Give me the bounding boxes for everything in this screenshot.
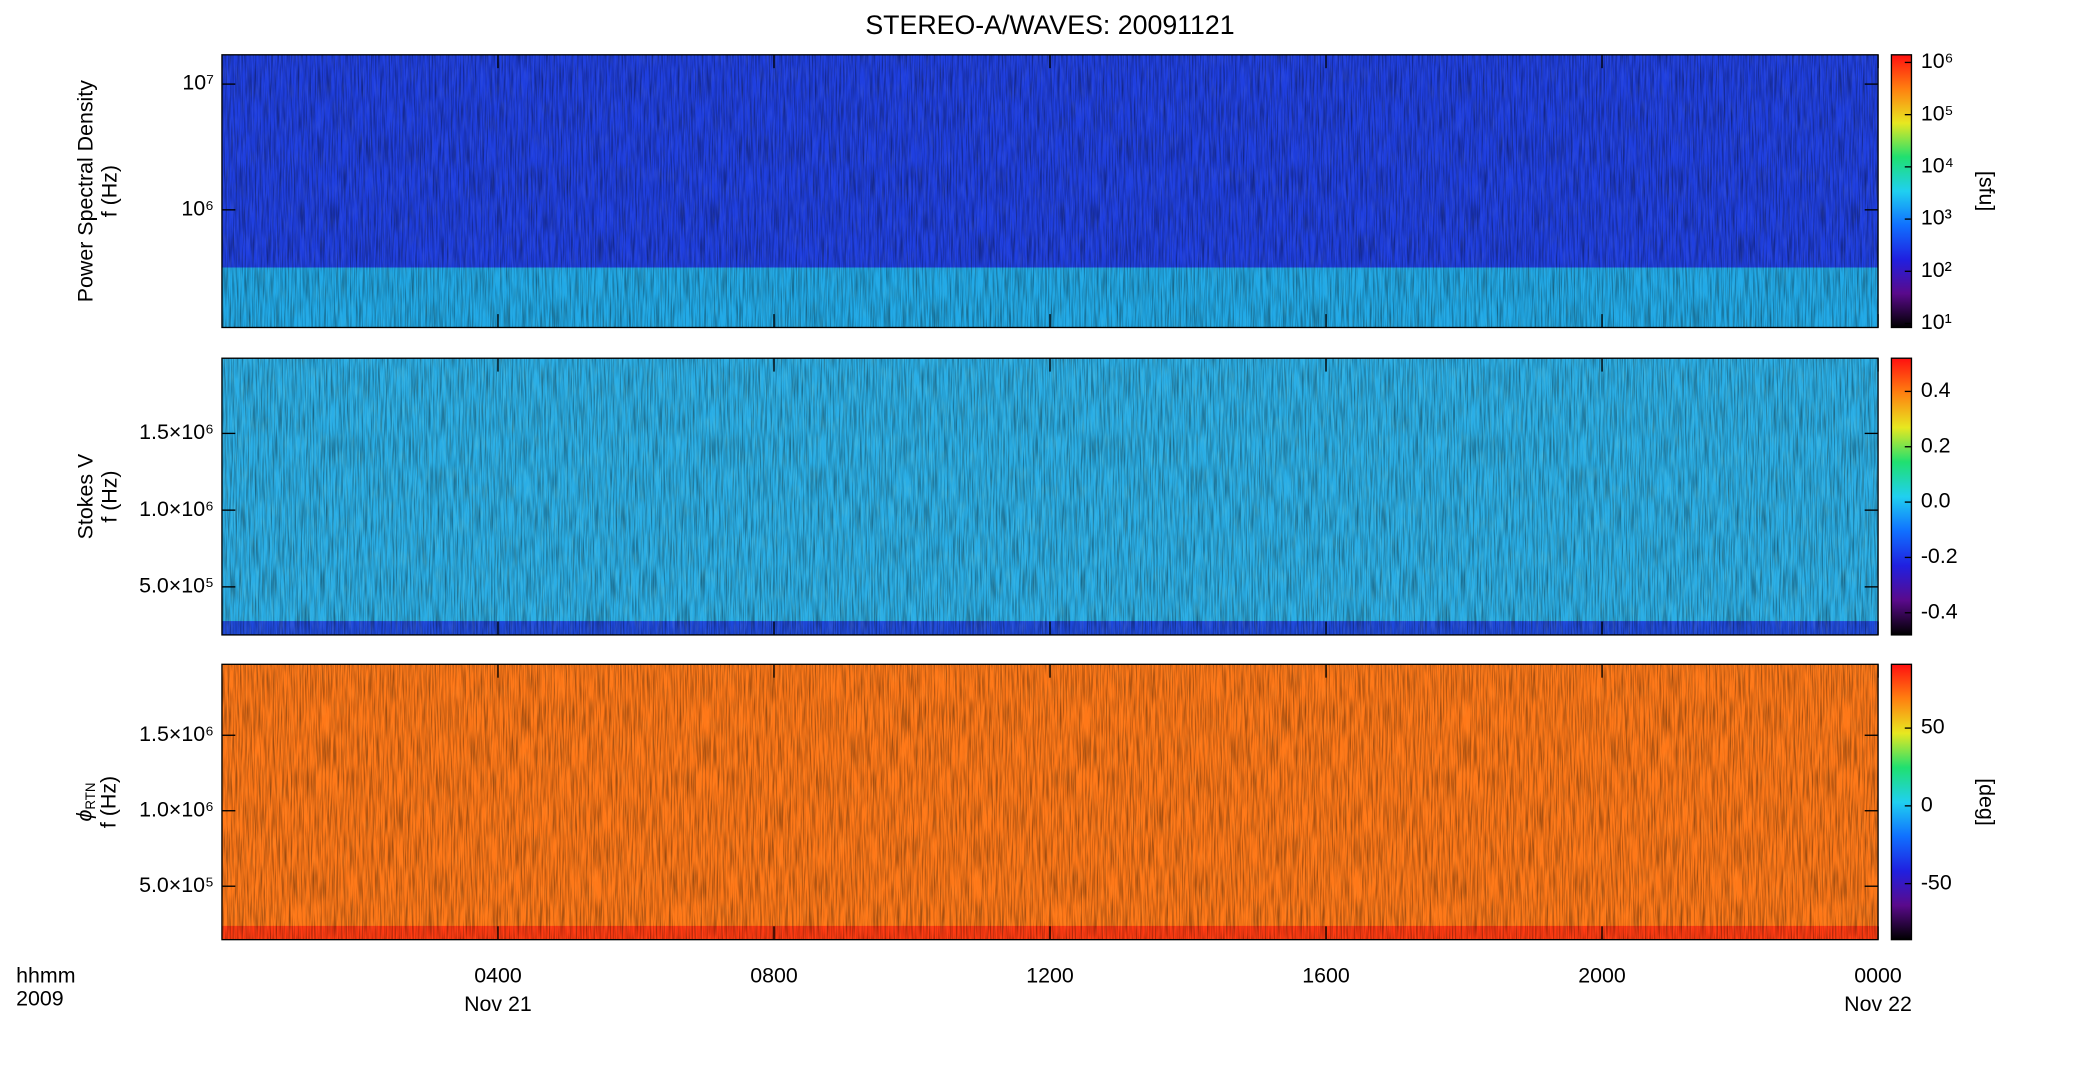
x-tick-label: 2000	[1578, 964, 1626, 988]
y-tick-label: 1.5×10⁶	[139, 420, 214, 444]
y-axis-label: Power Spectral Density	[74, 80, 98, 302]
y-axis-label: Stokes V	[74, 453, 98, 539]
x-tick-label: 1600	[1302, 964, 1350, 988]
y-tick-label: 5.0×10⁵	[139, 574, 214, 598]
colorbar-tick-label: 50	[1921, 715, 1945, 739]
spectrogram-noise	[221, 358, 1879, 635]
colorbar-label: [sfu]	[1974, 171, 1998, 211]
colorbar-label: [deg]	[1974, 778, 1998, 826]
y-tick-label: 1.0×10⁶	[139, 497, 214, 521]
y-tick-label: 10⁷	[182, 71, 214, 95]
y-axis-label: f (Hz)	[98, 470, 122, 522]
colorbar-tick-label: -50	[1921, 870, 1952, 894]
colorbar-tick-label: 10³	[1921, 206, 1952, 230]
y-axis-label: f (Hz)	[98, 165, 122, 217]
colorbar-tick-label: 0.0	[1921, 489, 1951, 513]
y-tick-label: 5.0×10⁵	[139, 873, 214, 897]
y-axis-label-symbol: ϕ	[72, 810, 96, 822]
colorbar	[1890, 357, 1913, 636]
y-axis-label: ϕRTN	[72, 782, 97, 821]
spectrogram-noise	[221, 54, 1879, 328]
x-date-label: Nov 22	[1844, 992, 1912, 1016]
colorbar-tick-label: 0.4	[1921, 378, 1951, 402]
spectrogram-noise	[221, 664, 1879, 940]
x-axis-year: 2009	[16, 986, 64, 1010]
colorbar-tick-label: 10⁴	[1921, 154, 1954, 178]
colorbar-tick-label: 10⁶	[1921, 49, 1954, 73]
x-date-label: Nov 21	[464, 992, 532, 1016]
colorbar-tick-label: -0.2	[1921, 544, 1958, 568]
x-tick-label: 0000	[1854, 964, 1902, 988]
y-axis-label-subscript: RTN	[83, 782, 98, 809]
y-tick-label: 10⁶	[181, 196, 214, 220]
colorbar-tick-label: -0.4	[1921, 599, 1958, 623]
colorbar-tick-label: 0.2	[1921, 433, 1951, 457]
x-tick-label: 0800	[750, 964, 798, 988]
colorbar-tick-label: 10¹	[1921, 310, 1952, 334]
y-axis-label: f (Hz)	[96, 776, 120, 828]
x-axis-label: hhmm	[16, 964, 75, 988]
x-tick-label: 1200	[1026, 964, 1074, 988]
chart-title: STEREO-A/WAVES: 20091121	[865, 10, 1234, 40]
colorbar	[1890, 663, 1913, 941]
colorbar-tick-label: 0	[1921, 793, 1933, 817]
colorbar	[1890, 54, 1913, 329]
x-tick-label: 0400	[474, 964, 522, 988]
colorbar-tick-label: 10⁵	[1921, 101, 1954, 125]
y-tick-label: 1.5×10⁶	[139, 722, 214, 746]
y-tick-label: 1.0×10⁶	[139, 797, 214, 821]
colorbar-tick-label: 10²	[1921, 258, 1952, 282]
